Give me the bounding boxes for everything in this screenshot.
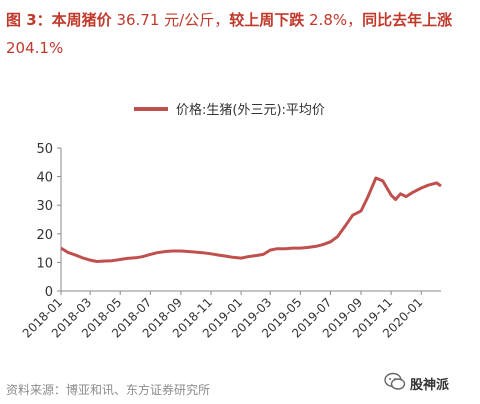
chart-title: 图 3：本周猪价 36.71 元/公斤，较上周下跌 2.8%，同比去年上涨 20… <box>6 6 474 62</box>
axes <box>57 147 441 295</box>
price-text: 36.71 元/公斤， <box>111 11 230 29</box>
source-note: 资料来源：博亚和讯、东方证券研究所 <box>6 383 211 397</box>
y-tick-label: 40 <box>36 171 53 186</box>
brand-badge: 股神派 <box>382 368 478 398</box>
change-text: 2.8%， <box>304 11 363 29</box>
series-line <box>60 176 442 263</box>
y-tick-label: 20 <box>36 228 53 243</box>
y-tick-label: 0 <box>45 285 53 300</box>
tick-labels: 010203040502018-012018-032018-052018-072… <box>20 142 426 341</box>
y-tick-label: 10 <box>36 256 53 271</box>
change-label: 较上周下跌 <box>229 11 305 29</box>
wechat-icon <box>384 372 406 390</box>
line-chart: 价格:生猪(外三元):平均价 010203040502018-012018-03… <box>20 102 442 341</box>
figure-label: 图 3：本周猪价 <box>6 11 112 29</box>
legend: 价格:生猪(外三元):平均价 <box>134 102 325 118</box>
yoy-text: 204.1% <box>6 39 64 57</box>
y-tick-label: 30 <box>36 199 53 214</box>
legend-label: 价格:生猪(外三元):平均价 <box>176 102 325 118</box>
yoy-label: 同比去年上涨 <box>362 11 453 29</box>
brand-name: 股神派 <box>410 378 450 393</box>
y-tick-label: 50 <box>36 142 53 157</box>
